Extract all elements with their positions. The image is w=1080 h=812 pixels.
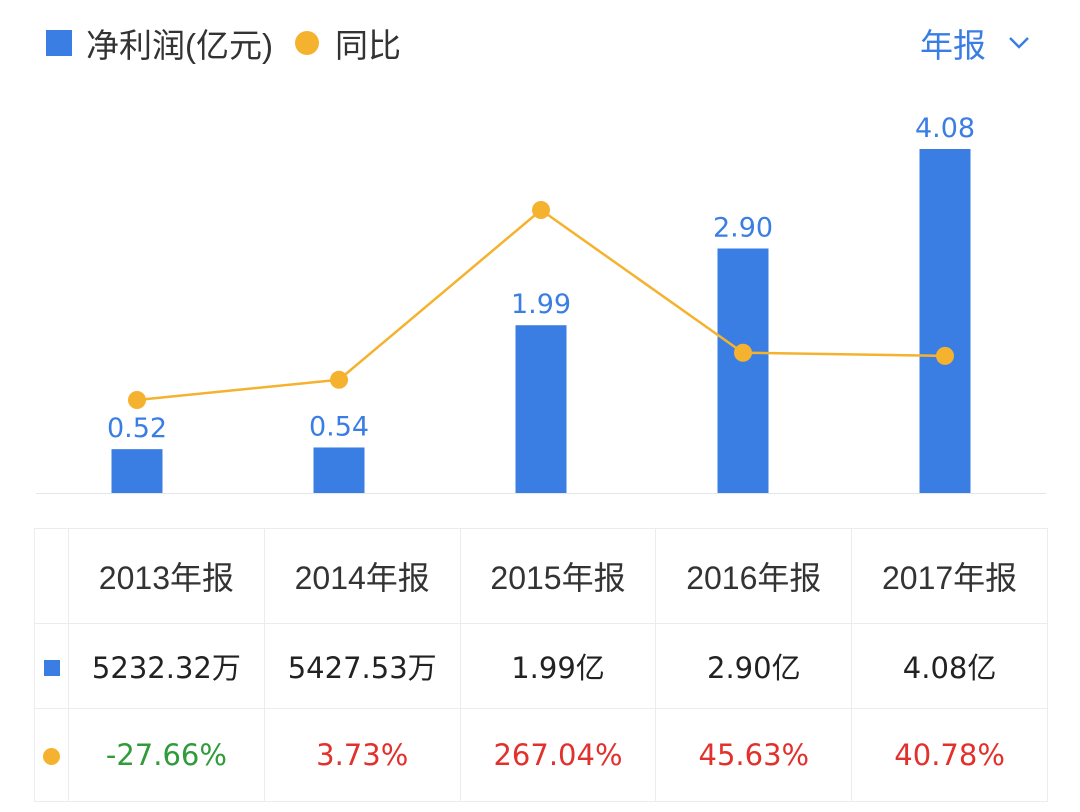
table-cell: 267.04% xyxy=(459,708,657,802)
legend-bar-swatch xyxy=(46,30,72,56)
table-cell: 3.73% xyxy=(263,708,461,802)
table-cell: 2.90亿 xyxy=(655,623,853,709)
table-header-cell: 2015年报 xyxy=(459,528,657,624)
bar-square-icon xyxy=(43,660,60,676)
chart-legend: 净利润(亿元) 同比 xyxy=(46,18,401,68)
table-header-cell: 2017年报 xyxy=(851,528,1048,624)
table-cell: 45.63% xyxy=(655,708,853,802)
bar-value-label: 2.90 xyxy=(713,212,773,243)
yoy-point-2015年报 xyxy=(532,201,550,219)
period-select-label: 年报 xyxy=(920,27,986,64)
yoy-row-icon xyxy=(34,708,69,802)
bar-2015年报 xyxy=(515,325,567,493)
bar-2016年报 xyxy=(717,248,769,493)
table-header-cell: 2014年报 xyxy=(263,528,461,624)
table-cell: 5427.53万 xyxy=(263,623,461,709)
bar-value-label: 0.54 xyxy=(309,411,369,442)
table-header-cell: 2013年报 xyxy=(68,528,265,624)
table-corner-cell xyxy=(34,528,69,624)
table-row-yoy: -27.66% 3.73% 267.04% 45.63% 40.78% xyxy=(34,708,1048,802)
table-cell: 4.08亿 xyxy=(851,623,1048,709)
net-profit-row-icon xyxy=(34,623,69,709)
table-header-row: 2013年报 2014年报 2015年报 2016年报 2017年报 xyxy=(34,528,1048,624)
yoy-point-2017年报 xyxy=(936,346,954,365)
bar-2017年报 xyxy=(919,149,971,493)
table-header-cell: 2016年报 xyxy=(655,528,853,624)
chevron-down-icon xyxy=(1009,37,1029,49)
bar-value-label: 4.08 xyxy=(915,113,975,144)
period-select-dropdown[interactable]: 年报 xyxy=(920,18,1030,68)
net-profit-chart: 0.52 0.54 1.99 2.90 4.08 xyxy=(36,113,1046,494)
yoy-point-2014年报 xyxy=(330,370,348,389)
legend-line-label: 同比 xyxy=(334,27,401,64)
legend-bar-label: 净利润(亿元) xyxy=(86,27,273,64)
table-cell: 40.78% xyxy=(851,708,1048,802)
table-row-net-profit: 5232.32万 5427.53万 1.99亿 2.90亿 4.08亿 xyxy=(34,623,1048,709)
table-cell: 1.99亿 xyxy=(459,623,657,709)
table-cell: -27.66% xyxy=(68,708,265,802)
bar-2014年报 xyxy=(313,447,365,493)
bar-2013年报 xyxy=(111,449,163,493)
yoy-point-2016年报 xyxy=(734,343,752,362)
bar-value-label: 0.52 xyxy=(107,413,167,444)
table-cell: 5232.32万 xyxy=(68,623,265,709)
legend-line-swatch xyxy=(294,31,319,55)
yoy-point-2013年报 xyxy=(128,391,146,409)
data-table: 2013年报 2014年报 2015年报 2016年报 2017年报 5232.… xyxy=(34,528,1048,802)
dot-icon xyxy=(43,748,60,765)
bar-value-label: 1.99 xyxy=(511,289,571,320)
